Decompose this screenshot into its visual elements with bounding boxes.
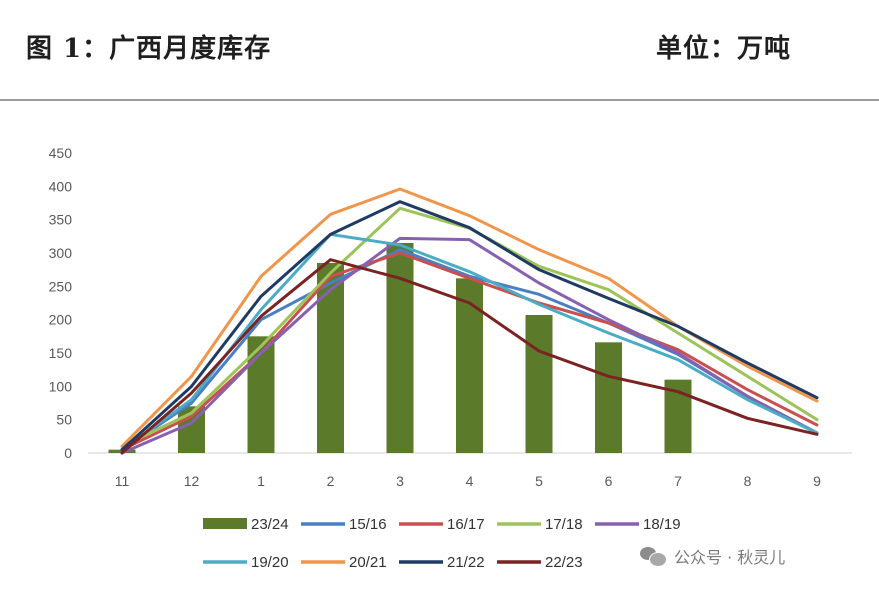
x-tick-label: 1: [257, 473, 265, 489]
x-tick-label: 7: [674, 473, 682, 489]
x-tick-label: 12: [184, 473, 200, 489]
series-lines: [120, 187, 819, 455]
legend-label: 21/22: [447, 554, 485, 571]
legend-label: 17/18: [545, 516, 583, 533]
x-tick-label: 6: [605, 473, 613, 489]
y-tick-label: 0: [64, 445, 72, 461]
x-tick-label: 5: [535, 473, 543, 489]
bar: [317, 263, 344, 453]
x-tick-label: 4: [466, 473, 474, 489]
y-tick-label: 150: [49, 345, 73, 361]
legend-label: 16/17: [447, 516, 485, 533]
y-tick-label: 250: [49, 278, 73, 294]
legend-swatch: [203, 518, 247, 529]
series-line: [120, 200, 819, 452]
x-tick-label: 9: [813, 473, 821, 489]
legend-label: 22/23: [545, 554, 583, 571]
watermark-text: 公众号 · 秋灵儿: [674, 548, 786, 567]
y-tick-label: 400: [49, 178, 73, 194]
bars: [108, 243, 692, 453]
x-tick-label: 11: [115, 473, 130, 489]
x-tick-label: 3: [396, 473, 404, 489]
header-divider: [0, 99, 879, 101]
y-tick-label: 50: [56, 412, 72, 428]
y-tick-label: 450: [49, 145, 73, 161]
x-tick-label: 2: [327, 473, 335, 489]
bar: [595, 342, 622, 453]
legend-label: 23/24: [251, 516, 289, 533]
y-tick-label: 200: [49, 312, 73, 328]
y-tick-label: 350: [49, 212, 73, 228]
y-tick-label: 100: [49, 378, 73, 394]
legend-label: 20/21: [349, 554, 387, 571]
chart-title: 图 1：广西月度库存: [26, 34, 272, 64]
x-tick-label: 8: [744, 473, 752, 489]
bar: [525, 315, 553, 453]
y-tick-label: 300: [49, 245, 73, 261]
header: 图 1：广西月度库存 单位：万吨: [0, 0, 879, 100]
series-line: [120, 251, 819, 452]
legend-label: 19/20: [251, 554, 289, 571]
unit-label: 单位：万吨: [656, 34, 792, 64]
legend: 23/24 15/16 16/17 17/18 18/19 19/20 20/21 21/22…: [203, 516, 681, 571]
wechat-icon: [640, 545, 667, 567]
legend-label: 18/19: [643, 516, 681, 533]
series-line: [120, 236, 819, 455]
watermark: 公众号 · 秋灵儿: [640, 544, 785, 568]
series-line: [120, 258, 819, 455]
legend-label: 15/16: [349, 516, 387, 533]
y-axis: 0 50 100 150 200 250 300 350 400 450: [49, 145, 73, 461]
x-axis: 11 12 1 2 3 4 5 6 7 8 9: [88, 452, 852, 489]
